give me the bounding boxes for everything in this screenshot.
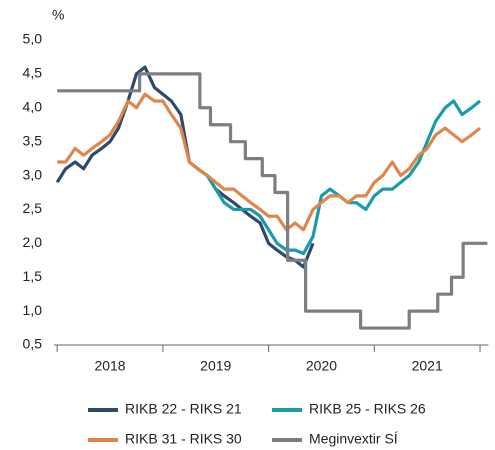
series-line: [57, 92, 482, 232]
x-tick-label: 2018: [94, 358, 125, 374]
legend-label: Meginvextir SÍ: [309, 431, 398, 447]
series-line: [196, 99, 482, 256]
y-tick-label: 4,0: [23, 98, 43, 114]
series-line: [55, 65, 315, 269]
y-tick-label: 1,0: [23, 302, 43, 318]
series-line: [57, 72, 488, 330]
legend-label: RIKB 25 - RIKS 26: [309, 401, 426, 417]
y-unit: %: [52, 7, 64, 23]
y-tick-label: 2,0: [23, 234, 43, 250]
y-tick-label: 3,0: [23, 166, 43, 182]
y-tick-label: 4,5: [23, 65, 43, 81]
y-tick-label: 1,5: [23, 268, 43, 284]
x-tick-label: 2021: [412, 358, 443, 374]
x-tick-label: 2019: [200, 358, 231, 374]
x-tick-label: 2020: [306, 358, 337, 374]
legend-label: RIKB 22 - RIKS 21: [125, 401, 242, 417]
y-tick-label: 2,5: [23, 200, 43, 216]
legend-label: RIKB 31 - RIKS 30: [125, 431, 242, 447]
y-tick-label: 5,0: [23, 31, 43, 47]
y-tick-label: 3,5: [23, 132, 43, 148]
y-tick-label: 0,5: [23, 336, 43, 352]
